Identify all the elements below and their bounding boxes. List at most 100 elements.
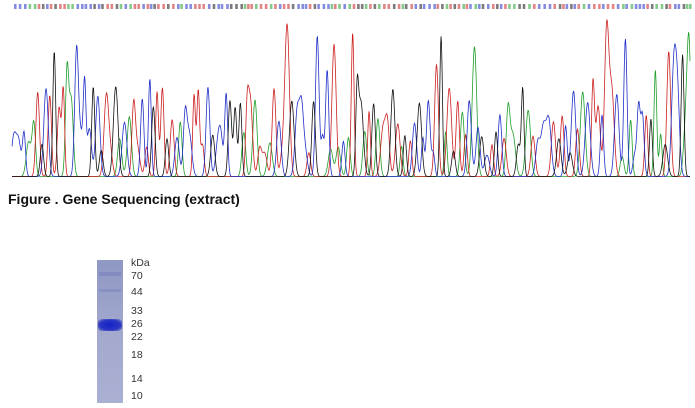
base-call [433,4,436,9]
base-call [167,4,170,9]
base-call [338,4,341,9]
figure-caption: Figure . Gene Sequencing (extract) [8,191,240,207]
base-call [142,4,145,9]
base-call [616,4,620,9]
base-call [33,4,37,9]
base-call [481,4,485,9]
base-call [84,4,88,9]
base-call [445,4,449,9]
base-call [537,4,541,9]
base-call [593,4,596,9]
base-call [638,4,642,9]
base-call [513,4,516,9]
marker-label: 22 [131,331,143,343]
base-call [630,4,634,9]
base-call [177,4,180,9]
base-call [528,4,531,9]
base-call [334,4,337,9]
base-call [348,4,352,9]
marker-label: 44 [131,286,143,298]
base-call [157,4,160,9]
base-call [330,4,334,9]
gel-band [99,272,121,276]
gel-unit: kDa [131,257,150,269]
base-call [14,4,17,9]
base-call [202,4,205,9]
trace [12,36,690,177]
base-call [71,4,74,9]
base-call [419,4,422,9]
base-call [462,4,465,9]
base-call [565,4,569,9]
base-call [137,4,140,9]
base-call [543,4,546,9]
base-call [606,4,610,9]
base-call [146,4,150,9]
base-call [282,4,286,9]
base-call [149,4,153,9]
base-call [357,4,360,9]
base-call [441,4,444,9]
trace [12,32,691,177]
base-call [264,4,268,9]
base-call [634,4,638,9]
base-call [428,4,431,9]
marker-label: 26 [131,318,143,330]
base-call [682,4,686,9]
base-call [453,4,457,9]
base-call [343,4,346,9]
base-call [41,4,45,9]
base-call [259,4,263,9]
base-call [478,4,481,9]
base-call [153,4,156,9]
base-call [110,4,114,9]
base-call [297,4,300,9]
base-call [18,4,22,9]
base-call [185,4,188,9]
base-call [291,4,295,9]
base-call [689,4,692,9]
base-call [487,4,490,9]
marker-label: 14 [131,373,143,385]
base-call [548,4,552,9]
base-call [404,4,408,9]
base-call [436,4,440,9]
base-call [582,4,586,9]
base-call [24,4,27,9]
base-call [46,4,49,9]
base-call [598,4,601,9]
base-call [492,4,495,9]
base-call [508,4,511,9]
base-call [226,4,229,9]
base-call [392,4,396,9]
base-call [518,4,521,9]
marker-label: 33 [131,305,143,317]
base-call [255,4,258,9]
chromatogram [11,4,692,177]
base-call [401,4,405,9]
base-call [414,4,418,9]
base-call [655,4,658,9]
marker-label: 18 [131,349,143,361]
base-call [194,4,197,9]
base-call [212,4,216,9]
base-call [499,4,503,9]
base-call [198,4,201,9]
base-call [37,4,41,9]
base-call [387,4,391,9]
base-call [469,4,472,9]
base-call [602,4,605,9]
base-call [304,4,308,9]
base-call [646,4,649,9]
base-call [317,4,320,9]
marker-label: 70 [131,270,143,282]
base-call [172,4,175,9]
base-call [247,4,250,9]
base-call [49,4,53,9]
base-call [269,4,273,9]
base-call [570,4,573,9]
base-call [28,4,32,9]
base-call [397,4,401,9]
base-call [313,4,317,9]
